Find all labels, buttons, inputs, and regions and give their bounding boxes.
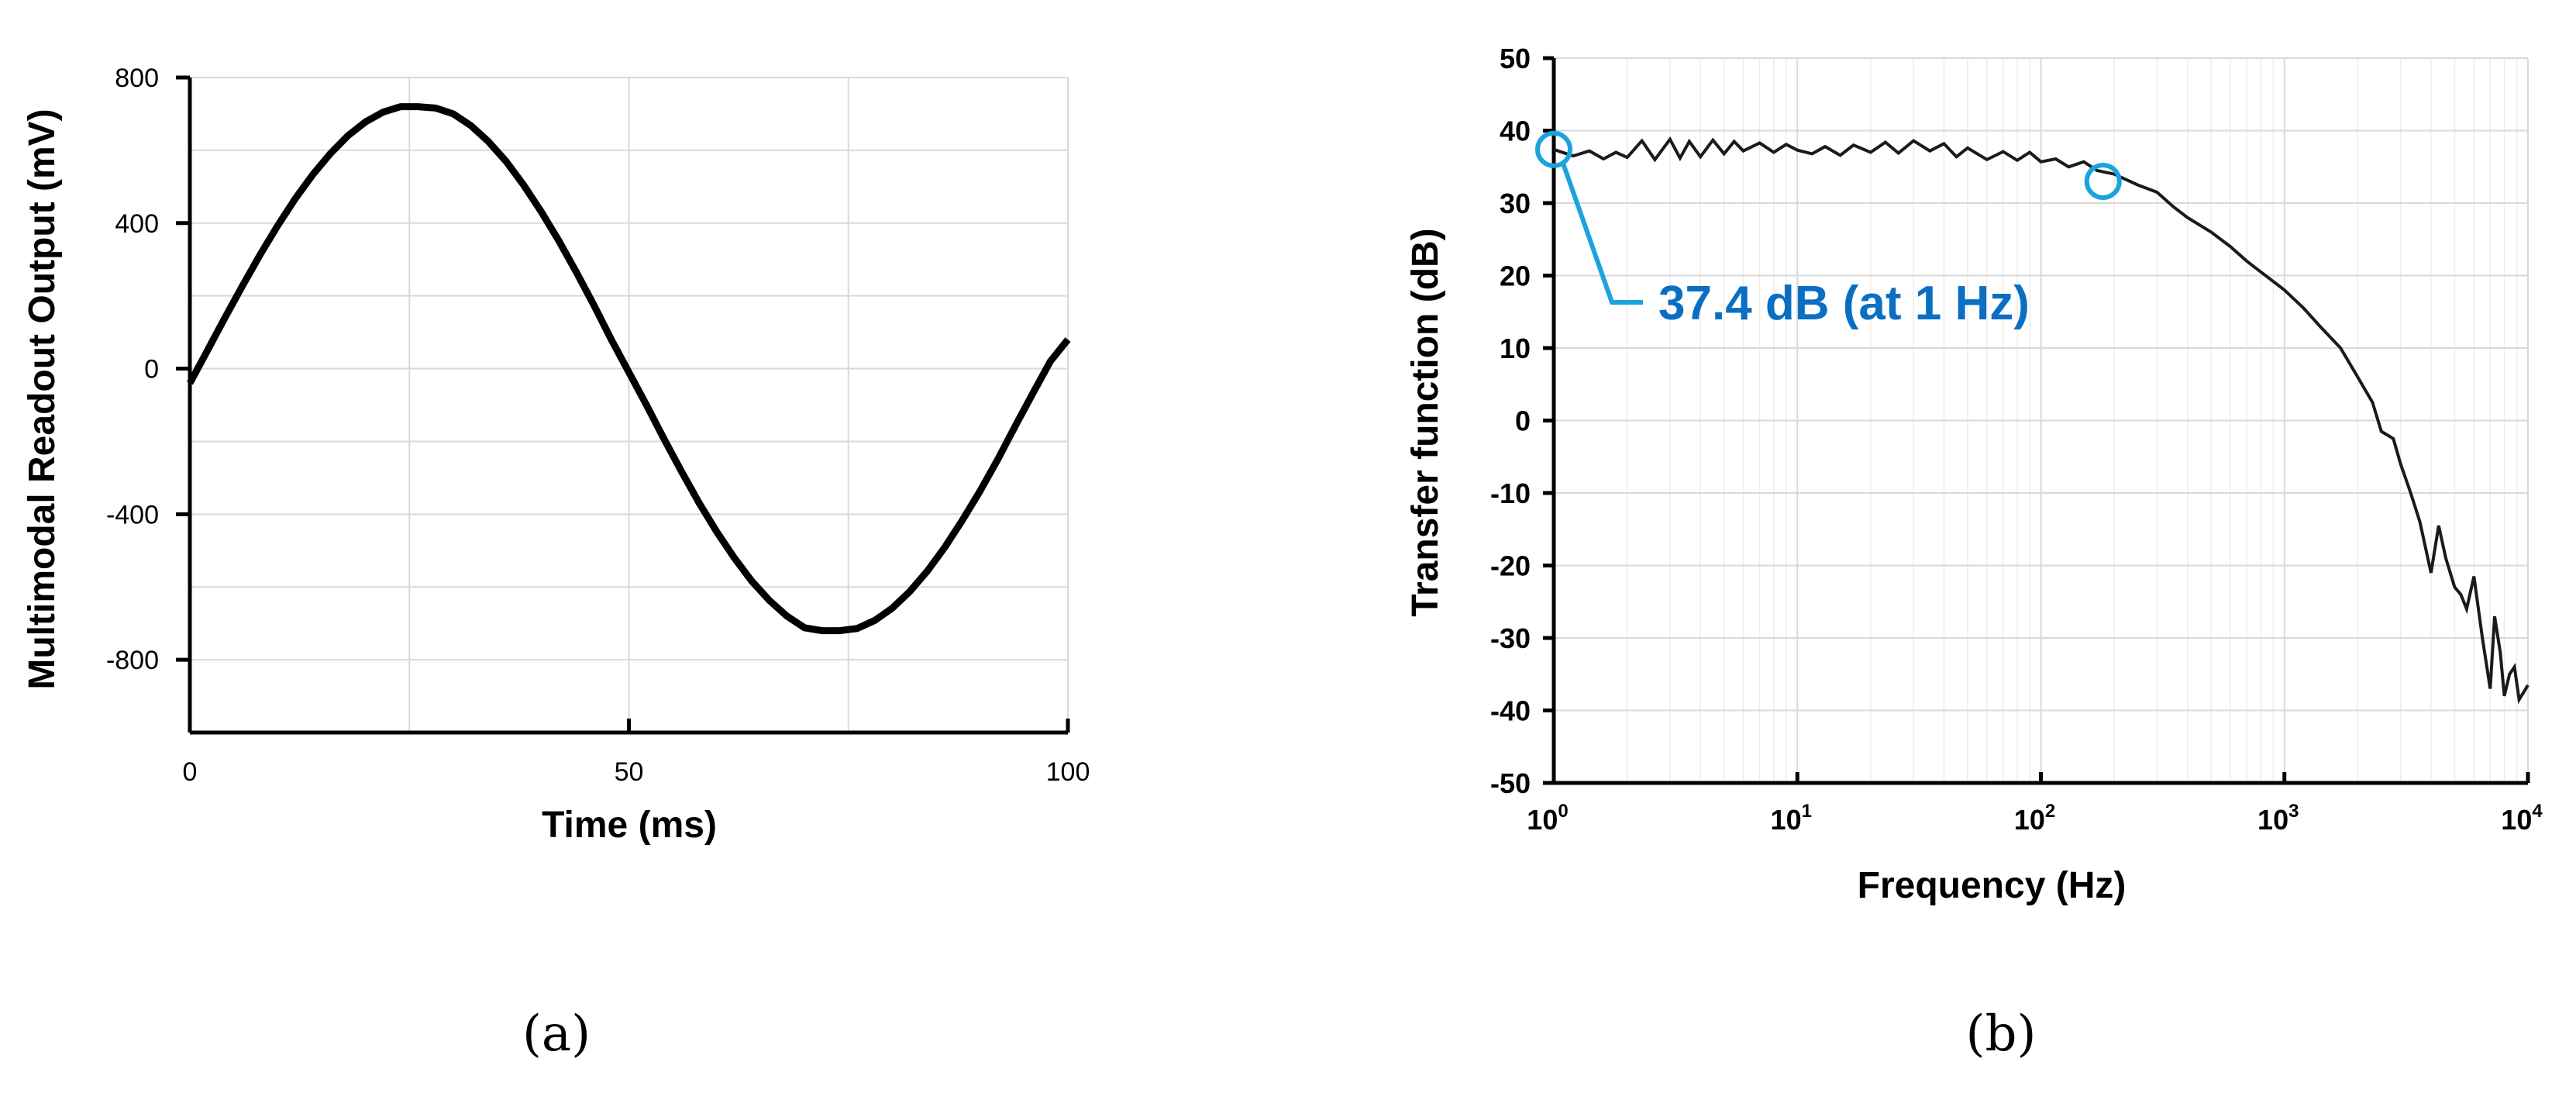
y-tick-label: 800 xyxy=(115,64,159,93)
y-tick-label: 0 xyxy=(144,355,159,384)
y-tick-label: -30 xyxy=(1490,622,1531,654)
x-tick-label: 101 xyxy=(1771,801,1812,836)
y-tick-label: -800 xyxy=(106,646,159,675)
chart-b-annotation: 37.4 dB (at 1 Hz) xyxy=(1535,130,2122,330)
chart-a: 800 400 0 -400 -800 0 50 100 Multimodal Readou… xyxy=(22,64,1090,1063)
chart-a-axes xyxy=(176,75,1070,735)
annotation-marker-cutoff xyxy=(2084,162,2122,200)
chart-a-series-line xyxy=(187,103,1071,635)
y-tick-label: 20 xyxy=(1500,260,1531,292)
chart-b-x-tick-labels: 100 101 102 103 104 xyxy=(1527,801,2543,836)
chart-b-y-tick-labels: 50 40 30 20 10 0 -10 -20 -30 -40 -50 xyxy=(1490,43,1531,799)
y-tick-label: -20 xyxy=(1490,550,1531,582)
x-tick-label: 103 xyxy=(2257,801,2299,836)
chart-b-y-axis-title: Transfer function (dB) xyxy=(1405,228,1446,616)
chart-b-gridlines xyxy=(1554,57,2529,784)
y-tick-label: -10 xyxy=(1490,478,1531,509)
y-tick-label: -400 xyxy=(106,500,159,529)
chart-b-panel-label: (b) xyxy=(1966,1005,2037,1063)
x-tick-label: 104 xyxy=(2501,801,2543,836)
chart-a-gridlines xyxy=(190,77,1069,733)
y-tick-label: 0 xyxy=(1515,405,1531,437)
x-tick-label: 100 xyxy=(1046,757,1090,787)
y-tick-label: -50 xyxy=(1490,767,1531,799)
chart-a-x-axis-title: Time (ms) xyxy=(542,805,717,846)
y-tick-label: 50 xyxy=(1500,43,1531,74)
annotation-leader-line xyxy=(1561,162,1643,305)
chart-a-x-tick-labels: 0 50 100 xyxy=(183,757,1090,787)
y-tick-label: 30 xyxy=(1500,188,1531,219)
y-tick-label: -40 xyxy=(1490,695,1531,727)
chart-a-panel-label: (a) xyxy=(522,1005,591,1063)
x-tick-label: 102 xyxy=(2014,801,2055,836)
x-tick-label: 50 xyxy=(615,757,644,787)
chart-b-x-axis-title: Frequency (Hz) xyxy=(1858,865,2127,906)
chart-a-y-axis-title: Multimodal Readout Output (mV) xyxy=(22,109,63,689)
y-tick-label: 40 xyxy=(1500,116,1531,147)
y-tick-label: 10 xyxy=(1500,333,1531,364)
annotation-marker-1hz xyxy=(1535,130,1572,168)
y-tick-label: 400 xyxy=(115,209,159,239)
x-tick-label: 0 xyxy=(183,757,198,787)
x-tick-label: 100 xyxy=(1527,801,1568,836)
annotation-text: 37.4 dB (at 1 Hz) xyxy=(1658,277,2030,330)
chart-a-y-tick-labels: 800 400 0 -400 -800 xyxy=(106,64,159,675)
chart-b-series-line xyxy=(1553,136,2530,705)
chart-b-axes xyxy=(1543,56,2530,785)
